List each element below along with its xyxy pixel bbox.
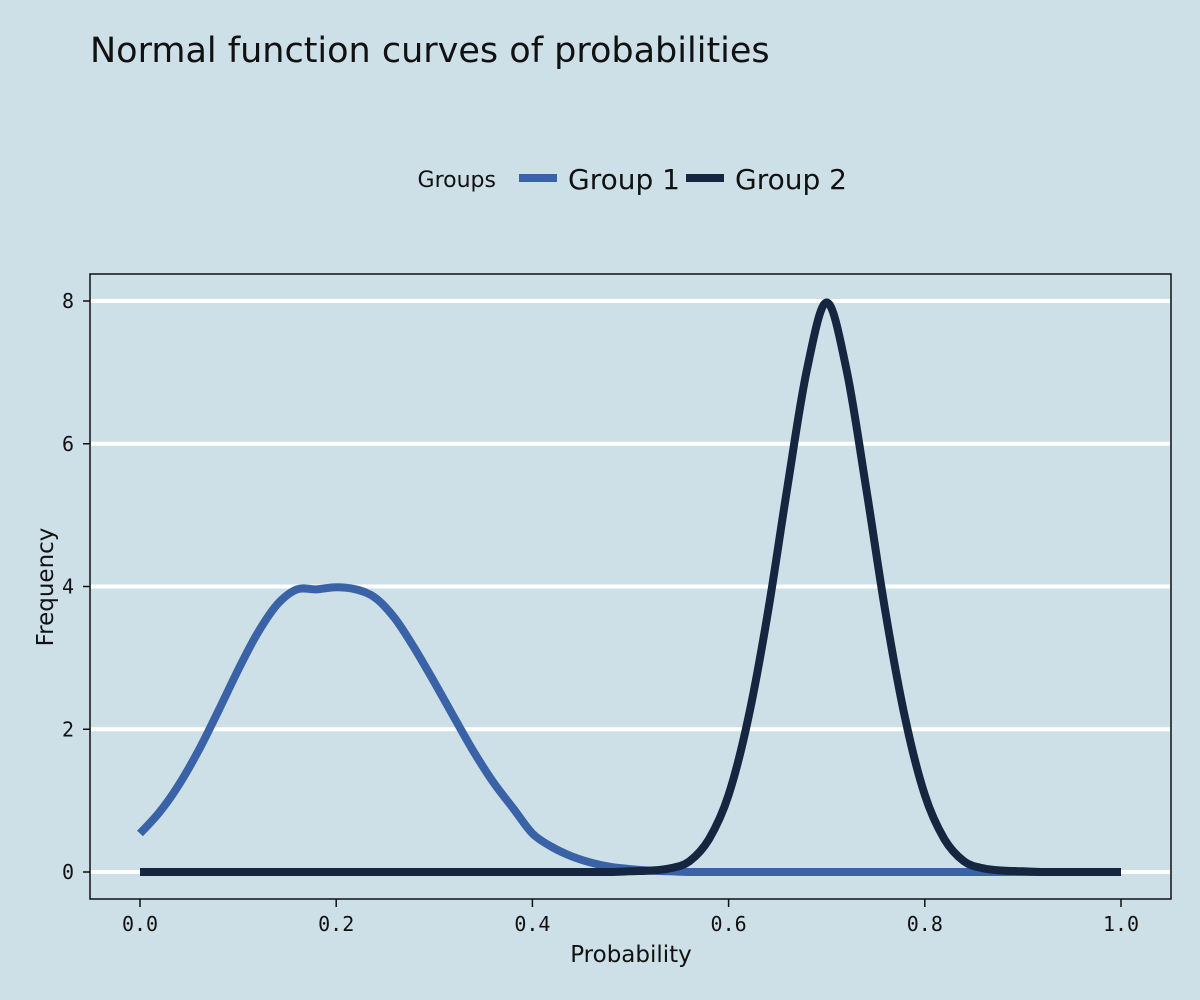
y-tick-label: 8 [62, 289, 74, 313]
x-tick-label: 0.4 [514, 912, 550, 936]
x-tick-label: 0.2 [318, 912, 354, 936]
y-tick-label: 0 [62, 860, 74, 884]
legend-label-group-1: Group 1 [568, 163, 680, 196]
y-tick-label: 2 [62, 717, 74, 741]
y-axis: 0 2 4 6 8 [62, 289, 90, 884]
legend: Groups Group 1 Group 2 [418, 163, 847, 196]
x-tick-label: 0.0 [122, 912, 158, 936]
x-tick-label: 1.0 [1103, 912, 1139, 936]
x-tick-label: 0.6 [711, 912, 747, 936]
x-tick-label: 0.8 [907, 912, 943, 936]
y-tick-label: 6 [62, 432, 74, 456]
chart-title: Normal function curves of probabilities [90, 31, 770, 71]
y-tick-label: 4 [62, 575, 74, 599]
series-line-group-2 [140, 298, 1121, 877]
x-axis-title: Probability [570, 942, 692, 968]
legend-label-group-2: Group 2 [735, 163, 847, 196]
y-axis-title: Frequency [33, 528, 59, 647]
series-layer [137, 298, 1121, 877]
legend-title: Groups [418, 168, 496, 193]
x-axis: 0.0 0.2 0.4 0.6 0.8 1.0 [122, 899, 1139, 936]
